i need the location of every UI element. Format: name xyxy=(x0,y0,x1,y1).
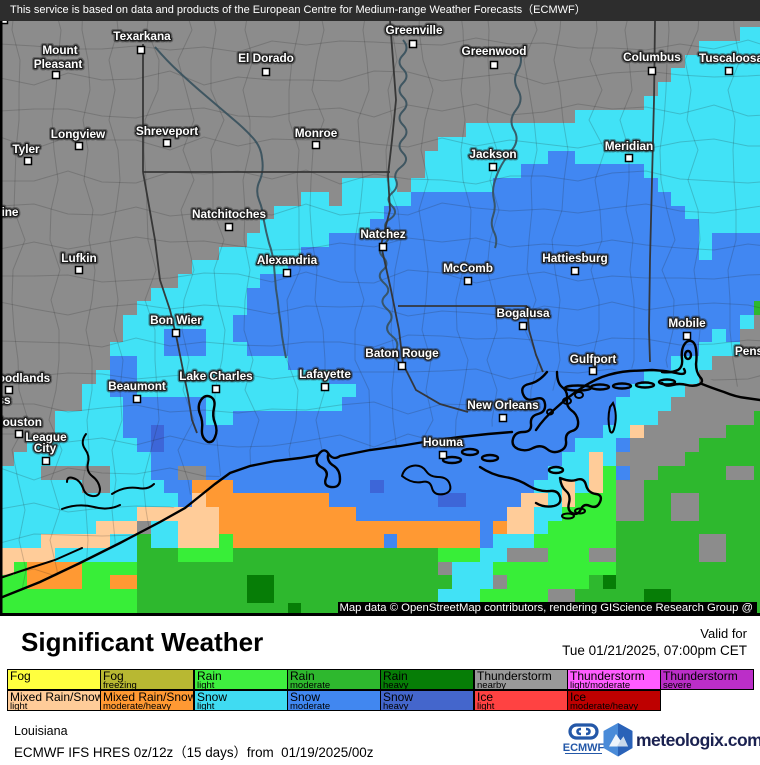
svg-text:Bon Wier: Bon Wier xyxy=(150,313,202,327)
svg-text:Pleasant: Pleasant xyxy=(34,57,83,71)
svg-text:Gulfport: Gulfport xyxy=(570,352,617,366)
svg-text:McComb: McComb xyxy=(443,261,493,275)
svg-text:McComb: McComb xyxy=(443,261,493,275)
svg-text:Meridian: Meridian xyxy=(605,139,654,153)
svg-text:Houma: Houma xyxy=(423,435,463,449)
svg-text:Shreveport: Shreveport xyxy=(136,124,198,138)
svg-text:Mount: Mount xyxy=(42,43,77,57)
svg-text:ss: ss xyxy=(0,393,11,407)
svg-text:Gulfport: Gulfport xyxy=(570,352,617,366)
svg-text:Lake Charles: Lake Charles xyxy=(179,369,253,383)
svg-text:Natchez: Natchez xyxy=(360,227,405,241)
svg-text:New Orleans: New Orleans xyxy=(467,398,539,412)
svg-text:oodlands: oodlands xyxy=(0,371,51,385)
svg-text:Alexandria: Alexandria xyxy=(257,253,318,267)
svg-text:City: City xyxy=(34,441,57,455)
svg-text:Lafayette: Lafayette xyxy=(299,367,351,381)
svg-text:tine: tine xyxy=(0,205,19,219)
svg-text:Tyler: Tyler xyxy=(12,142,40,156)
svg-text:Baton Rouge: Baton Rouge xyxy=(365,346,439,360)
svg-text:City: City xyxy=(34,441,57,455)
svg-text:Bon Wier: Bon Wier xyxy=(150,313,202,327)
svg-text:Bogalusa: Bogalusa xyxy=(496,306,550,320)
svg-text:Hattiesburg: Hattiesburg xyxy=(542,251,608,265)
svg-text:meteologix.com: meteologix.com xyxy=(636,730,760,750)
svg-text:Lufkin: Lufkin xyxy=(61,251,96,265)
svg-text:tine: tine xyxy=(0,205,19,219)
svg-text:Pens: Pens xyxy=(735,344,760,358)
svg-text:Baton Rouge: Baton Rouge xyxy=(365,346,439,360)
svg-text:Tuscaloosa: Tuscaloosa xyxy=(699,51,760,65)
svg-text:Alexandria: Alexandria xyxy=(257,253,318,267)
svg-text:Bogalusa: Bogalusa xyxy=(496,306,550,320)
svg-text:Longview: Longview xyxy=(51,127,106,141)
svg-text:Lufkin: Lufkin xyxy=(61,251,96,265)
svg-text:Shreveport: Shreveport xyxy=(136,124,198,138)
svg-text:New Orleans: New Orleans xyxy=(467,398,539,412)
svg-text:Texarkana: Texarkana xyxy=(113,29,171,43)
svg-text:League: League xyxy=(25,430,67,444)
svg-text:Natchitoches: Natchitoches xyxy=(192,207,267,221)
svg-text:Beaumont: Beaumont xyxy=(108,379,166,393)
svg-text:Lake Charles: Lake Charles xyxy=(179,369,253,383)
svg-text:Monroe: Monroe xyxy=(295,126,338,140)
svg-text:Monroe: Monroe xyxy=(295,126,338,140)
svg-text:El Dorado: El Dorado xyxy=(238,51,294,65)
svg-text:League: League xyxy=(25,430,67,444)
svg-text:Mount: Mount xyxy=(42,43,77,57)
svg-text:El Dorado: El Dorado xyxy=(238,51,294,65)
svg-text:Houma: Houma xyxy=(423,435,463,449)
svg-text:Tyler: Tyler xyxy=(12,142,40,156)
svg-text:Jackson: Jackson xyxy=(469,147,516,161)
svg-text:Beaumont: Beaumont xyxy=(108,379,166,393)
svg-text:Texarkana: Texarkana xyxy=(113,29,171,43)
svg-text:Greenville: Greenville xyxy=(385,23,442,37)
svg-text:Tuscaloosa: Tuscaloosa xyxy=(699,51,760,65)
svg-text:Lafayette: Lafayette xyxy=(299,367,351,381)
svg-text:Houston: Houston xyxy=(0,415,42,429)
svg-text:oodlands: oodlands xyxy=(0,371,51,385)
svg-text:Longview: Longview xyxy=(51,127,106,141)
svg-text:ECMWF: ECMWF xyxy=(563,742,605,754)
svg-text:Hattiesburg: Hattiesburg xyxy=(542,251,608,265)
svg-text:Pleasant: Pleasant xyxy=(34,57,83,71)
svg-text:Greenwood: Greenwood xyxy=(462,44,527,58)
svg-text:Mobile: Mobile xyxy=(668,316,706,330)
svg-text:Columbus: Columbus xyxy=(623,50,681,64)
svg-text:Natchez: Natchez xyxy=(360,227,405,241)
svg-text:ss: ss xyxy=(0,393,11,407)
svg-text:Pens: Pens xyxy=(735,344,760,358)
svg-text:Jackson: Jackson xyxy=(469,147,516,161)
svg-text:Greenville: Greenville xyxy=(385,23,442,37)
svg-text:Columbus: Columbus xyxy=(623,50,681,64)
svg-text:Greenwood: Greenwood xyxy=(462,44,527,58)
svg-text:Houston: Houston xyxy=(0,415,42,429)
svg-text:Natchitoches: Natchitoches xyxy=(192,207,267,221)
svg-text:Meridian: Meridian xyxy=(605,139,654,153)
svg-text:Mobile: Mobile xyxy=(668,316,706,330)
